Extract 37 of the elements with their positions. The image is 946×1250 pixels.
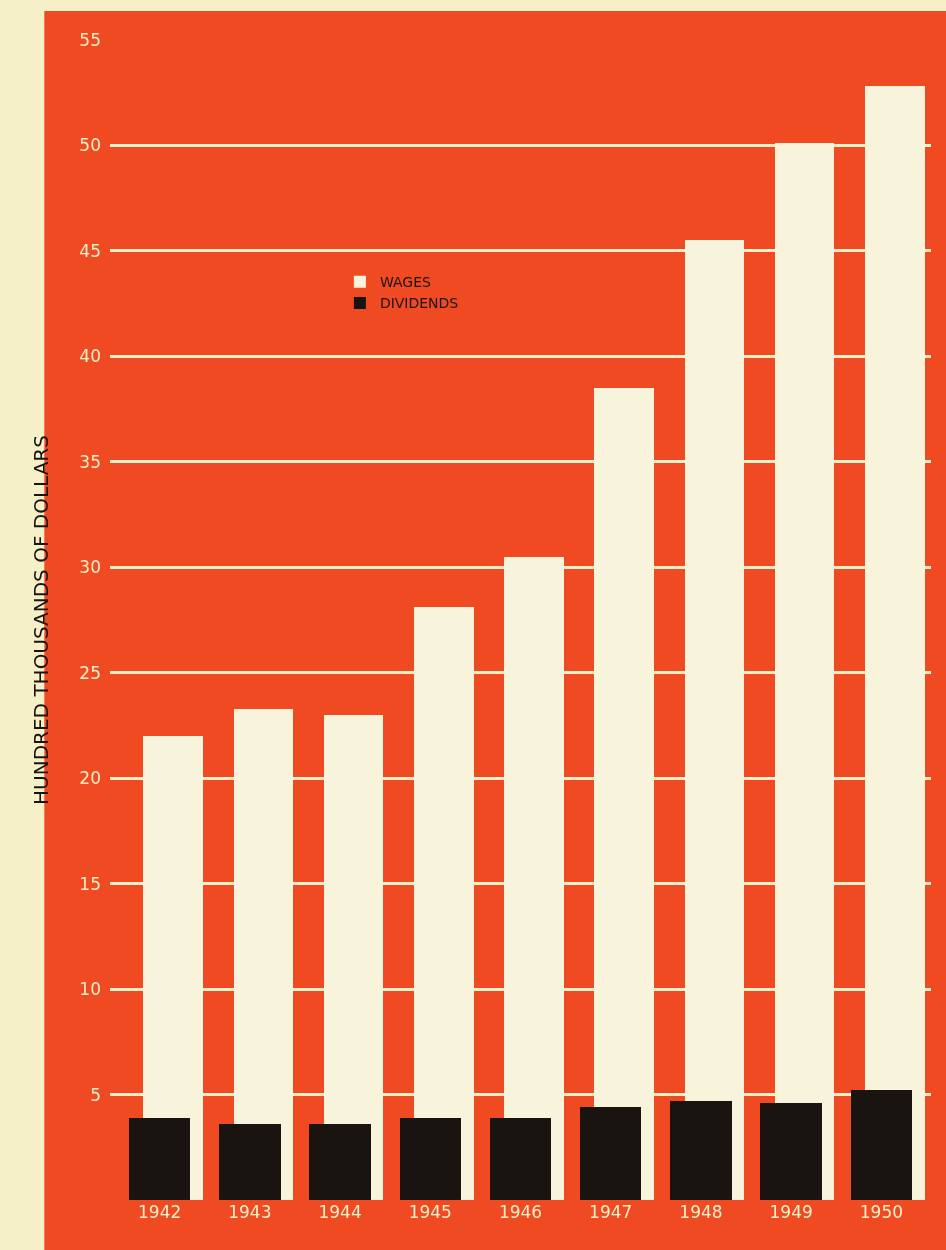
bar	[670, 1101, 732, 1200]
y-tick-label: 10	[79, 979, 101, 1000]
bar	[490, 1118, 551, 1200]
x-tick-label: 1944	[318, 1202, 362, 1222]
bar	[775, 143, 834, 1200]
y-tick-label: 35	[79, 451, 101, 472]
y-tick-label: 15	[79, 873, 101, 894]
y-tick-label: 30	[79, 557, 101, 578]
bar	[504, 557, 564, 1200]
bar	[400, 1118, 461, 1200]
bar	[580, 1107, 641, 1200]
x-tick-label: 1949	[769, 1202, 813, 1222]
x-tick-label: 1947	[589, 1202, 633, 1222]
y-tick-label: 55	[79, 29, 101, 50]
legend-label: DIVIDENDS	[379, 295, 459, 312]
x-tick-label: 1946	[498, 1202, 543, 1222]
x-tick-label: 1945	[408, 1202, 452, 1222]
bar	[594, 388, 654, 1200]
legend-label: WAGES	[379, 274, 431, 291]
x-tick-label: 1942	[137, 1202, 182, 1222]
bar	[309, 1124, 371, 1200]
y-tick-label: 40	[79, 346, 101, 367]
bar	[760, 1103, 822, 1200]
y-axis-title: HUNDRED THOUSANDS OF DOLLARS	[28, 435, 53, 805]
bar	[219, 1124, 281, 1200]
bar	[865, 86, 925, 1200]
bar	[851, 1090, 912, 1200]
y-tick-label: 45	[79, 240, 101, 261]
y-tick-label: 20	[79, 768, 101, 789]
x-tick-label: 1948	[679, 1202, 723, 1222]
bar	[129, 1118, 190, 1200]
bar	[685, 240, 744, 1200]
x-tick-label: 1950	[859, 1202, 904, 1222]
x-tick-label: 1943	[228, 1202, 272, 1222]
y-tick-label: 5	[90, 1084, 101, 1105]
y-tick-label: 25	[79, 662, 101, 683]
y-tick-label: 50	[79, 135, 101, 156]
